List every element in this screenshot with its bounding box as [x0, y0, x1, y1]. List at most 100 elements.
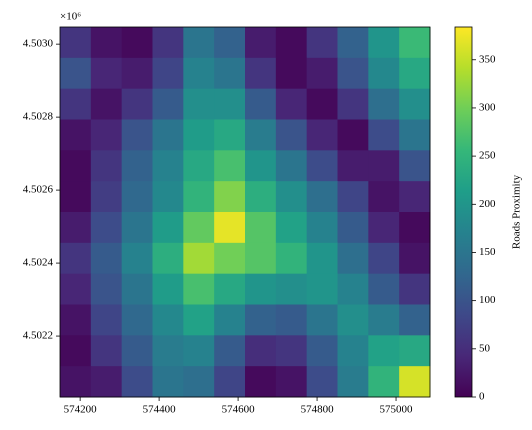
colorbar — [454, 26, 473, 398]
cell — [245, 212, 277, 244]
cell — [399, 212, 431, 244]
cell — [183, 119, 215, 151]
cell — [60, 366, 92, 398]
cell — [368, 181, 400, 213]
cell — [245, 304, 277, 336]
cell — [368, 57, 400, 90]
cell — [245, 273, 277, 305]
cell — [121, 242, 153, 275]
cell — [368, 366, 400, 398]
colorbar-label: Roads Proximity — [511, 174, 523, 249]
y-tick-label: 4.5026 — [23, 184, 54, 196]
cell — [368, 212, 400, 244]
cell — [399, 366, 431, 398]
cell — [399, 119, 431, 151]
cell — [90, 335, 123, 367]
colorbar-tick-label: 200 — [479, 198, 496, 210]
colorbar-tick-label: 100 — [479, 294, 496, 306]
cell — [152, 273, 184, 305]
cell — [121, 273, 153, 305]
cell — [183, 181, 215, 213]
cell — [399, 304, 431, 336]
cell — [306, 150, 338, 182]
cell — [306, 119, 338, 151]
cell — [275, 150, 308, 182]
plot-frame — [59, 26, 431, 398]
cell — [337, 88, 369, 120]
y-tick-label: 4.5030 — [23, 38, 54, 50]
cell — [90, 57, 123, 90]
cell — [214, 88, 246, 120]
colorbar-tick-label: 50 — [479, 342, 491, 354]
cell — [399, 273, 431, 305]
cell — [275, 27, 308, 59]
cell — [245, 335, 277, 367]
x-tick-label: 575000 — [380, 404, 414, 416]
cell — [121, 27, 153, 59]
x-tick-label: 574400 — [143, 404, 177, 416]
cell — [90, 27, 123, 59]
cell — [245, 88, 277, 120]
cell — [90, 273, 123, 305]
cell — [306, 273, 338, 305]
cell — [60, 335, 92, 367]
cell — [121, 119, 153, 151]
cell — [152, 212, 184, 244]
colorbar-tick-label: 300 — [479, 101, 496, 113]
cell — [337, 242, 369, 275]
cell — [399, 88, 431, 120]
cell — [214, 366, 246, 398]
x-tick-label: 574600 — [222, 404, 256, 416]
cell — [337, 212, 369, 244]
x-tick-label: 574800 — [301, 404, 335, 416]
cell — [399, 242, 431, 275]
cell — [60, 57, 92, 90]
cell — [183, 150, 215, 182]
cell — [90, 242, 123, 275]
cell — [214, 150, 246, 182]
cell — [60, 27, 92, 59]
cell — [275, 335, 308, 367]
cell — [275, 181, 308, 213]
y-offset-label: ×10⁶ — [60, 11, 81, 23]
cell — [337, 27, 369, 59]
cell — [152, 335, 184, 367]
cell — [306, 181, 338, 213]
cell — [60, 273, 92, 305]
cell — [152, 366, 184, 398]
cell — [214, 212, 246, 244]
y-tick-label: 4.5028 — [23, 111, 54, 123]
cell — [245, 181, 277, 213]
cell — [245, 366, 277, 398]
cell — [152, 181, 184, 213]
cell — [245, 242, 277, 275]
cell — [337, 57, 369, 90]
cell — [275, 273, 308, 305]
cell — [214, 181, 246, 213]
cell — [183, 27, 215, 59]
cell — [152, 57, 184, 90]
cell — [214, 304, 246, 336]
cell — [152, 119, 184, 151]
cell — [306, 57, 338, 90]
cell — [368, 335, 400, 367]
cell — [152, 304, 184, 336]
cell — [60, 242, 92, 275]
cell — [121, 212, 153, 244]
cell — [183, 304, 215, 336]
cell — [245, 57, 277, 90]
cell — [60, 88, 92, 120]
cell — [275, 88, 308, 120]
colorbar-tick-label: 350 — [479, 53, 496, 65]
colorbar-tick-label: 250 — [479, 150, 496, 162]
cell — [368, 273, 400, 305]
cell — [275, 212, 308, 244]
cell — [306, 335, 338, 367]
y-tick-label: 4.5024 — [23, 257, 54, 269]
cell — [152, 150, 184, 182]
cell — [399, 181, 431, 213]
cell — [399, 335, 431, 367]
cell — [368, 119, 400, 151]
